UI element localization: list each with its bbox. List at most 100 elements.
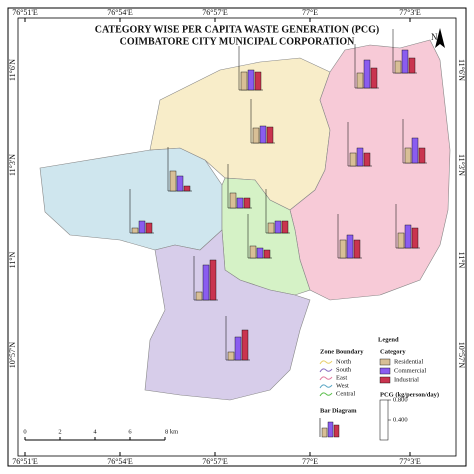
scale-label: 0	[23, 428, 26, 435]
longitude-label: 77°E	[302, 457, 318, 466]
zones	[39, 39, 451, 401]
bar	[370, 67, 378, 89]
bar	[249, 245, 257, 259]
bar	[408, 57, 416, 74]
bar	[209, 259, 217, 301]
map-title: CATEGORY WISE PER CAPITA WASTE GENERATIO…	[95, 24, 380, 35]
bar	[259, 125, 267, 144]
bar	[349, 152, 357, 167]
bar	[356, 147, 364, 167]
longitude-label: 76°54'E	[107, 8, 133, 17]
north-arrow: N	[431, 28, 445, 48]
zone-icon	[319, 392, 333, 397]
bar	[145, 222, 153, 234]
scale-label: 4	[93, 428, 97, 435]
zone-icon	[319, 360, 333, 365]
pcg-scale-box	[379, 399, 389, 441]
scale-label: 8 km	[165, 428, 178, 435]
latitude-label: 11°6'N	[8, 59, 17, 81]
bar	[363, 152, 371, 167]
longitude-label: 76°57'E	[202, 8, 228, 17]
bar	[418, 147, 426, 164]
latitude-label: 10°57'N	[457, 342, 466, 369]
bar	[274, 220, 282, 234]
category-label: Residential	[394, 358, 423, 365]
zone-west	[39, 147, 223, 251]
longitude-label: 76°54'E	[107, 457, 133, 466]
zone-label: North	[336, 358, 352, 365]
bar	[404, 147, 412, 164]
bar	[266, 126, 274, 144]
bar	[401, 49, 409, 74]
zone-south	[144, 229, 311, 401]
pcg-tick-label: 0.400	[393, 416, 408, 423]
bar	[243, 197, 251, 209]
scale-label: 6	[128, 428, 132, 435]
legend-title: Legend	[378, 336, 399, 343]
bar-diagram-icon	[319, 418, 340, 438]
latitude-label: 11°6'N	[457, 59, 466, 81]
bar	[346, 234, 354, 259]
bar	[241, 329, 249, 361]
zone-label: East	[336, 374, 347, 381]
bar	[263, 249, 271, 259]
zone-icon	[319, 376, 333, 381]
category-label: Industrial	[394, 376, 419, 383]
bar	[169, 170, 177, 192]
category-swatch	[379, 358, 391, 366]
longitude-label: 76°51'E	[12, 8, 38, 17]
zone-icon	[319, 368, 333, 373]
arrow	[435, 28, 445, 48]
bar	[411, 227, 419, 249]
bar	[234, 336, 242, 361]
bar	[240, 71, 248, 91]
bar	[227, 351, 235, 361]
zone-label: West	[336, 382, 349, 389]
bar	[363, 59, 371, 89]
latitude-label: 11°N	[457, 252, 466, 269]
longitude-label: 76°57'E	[202, 457, 228, 466]
zone-title: Zone Boundary	[320, 348, 364, 355]
bar	[411, 137, 419, 164]
bar	[138, 220, 146, 234]
bar	[176, 175, 184, 192]
frame	[7, 7, 467, 467]
scale-label: 2	[58, 428, 61, 435]
category-label: Commercial	[394, 367, 426, 374]
latitude-label: 11°3'N	[8, 154, 17, 176]
bar	[267, 222, 275, 234]
bar	[247, 69, 255, 91]
pcg-title: PCG (kg/person/day)	[380, 391, 439, 398]
bar	[236, 197, 244, 209]
category-title: Category	[380, 348, 406, 355]
bar-title: Bar Diagram	[320, 407, 357, 414]
zone-label: Central	[336, 390, 355, 397]
legend: Legend Zone Boundary Category Bar Diagra…	[319, 336, 439, 438]
bar	[254, 71, 262, 91]
bar	[229, 192, 237, 209]
category-swatch	[379, 367, 391, 375]
bar	[281, 220, 289, 234]
latitude-label: 11°3'N	[457, 154, 466, 176]
north-label: N	[431, 32, 438, 42]
longitude-label: 76°51'E	[12, 457, 38, 466]
bar	[404, 224, 412, 249]
longitude-label: 77°3'E	[399, 8, 421, 17]
bar	[397, 232, 405, 249]
bar	[202, 264, 210, 301]
zone-label: South	[336, 366, 352, 373]
bar	[339, 239, 347, 259]
longitude-label: 77°E	[302, 8, 318, 17]
bar	[131, 227, 139, 234]
bar	[183, 185, 191, 192]
zone-icon	[319, 384, 333, 389]
bar	[394, 60, 402, 74]
bar	[195, 291, 203, 301]
category-swatch	[379, 376, 391, 384]
bar	[252, 127, 260, 144]
inner-frame	[17, 17, 457, 457]
longitude-label: 77°3'E	[399, 457, 421, 466]
latitude-label: 11°N	[8, 251, 17, 268]
bar	[256, 247, 264, 259]
